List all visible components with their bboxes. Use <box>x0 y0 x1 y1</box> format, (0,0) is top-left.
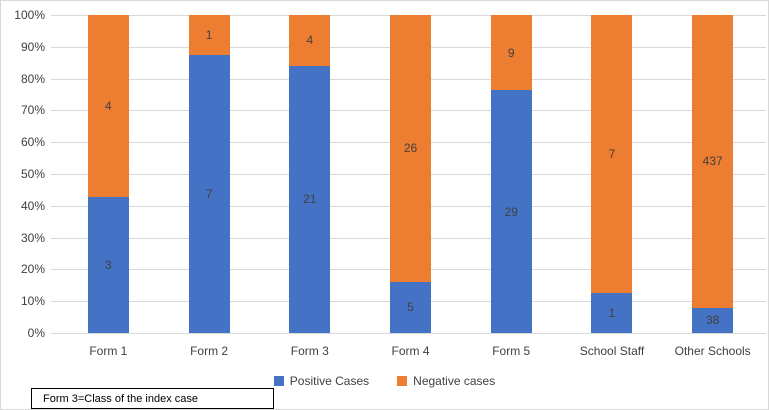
y-axis-tick-label: 50% <box>20 167 45 181</box>
x-axis-category-label: Form 1 <box>89 344 128 358</box>
gridline <box>51 333 766 334</box>
stacked-bar: 29 9 <box>490 15 532 333</box>
x-axis-category-label: Form 2 <box>190 344 229 358</box>
y-axis: 0% 10% 20% 30% 40% 50% 60% 70% 80% 90% 100% <box>1 1 45 351</box>
category-column: 29 9 <box>461 15 562 333</box>
data-label: 4 <box>306 33 314 48</box>
annotation-text: Form 3=Class of the index case <box>43 392 198 405</box>
data-label: 7 <box>608 147 616 162</box>
legend-item: Positive Cases <box>273 374 370 388</box>
y-axis-tick-label: 10% <box>20 294 45 309</box>
bar-segment: 437 <box>692 15 734 308</box>
bar-segment: 7 <box>188 54 230 333</box>
stacked-bar: 21 4 <box>289 15 331 333</box>
bar-segment: 1 <box>188 15 230 55</box>
legend-swatch-icon <box>397 376 408 386</box>
y-axis-tick-label: 90% <box>20 39 45 54</box>
data-label: 9 <box>507 45 515 60</box>
data-label: 3 <box>105 257 112 272</box>
y-axis-tick-label: 30% <box>20 230 45 245</box>
bar-segment: 38 <box>692 307 734 333</box>
plot-area: 3 4 7 1 21 4 5 26 29 9 1 7 38 437 <box>58 15 763 333</box>
x-axis-category-label: Form 3 <box>290 344 329 358</box>
bar-segment: 7 <box>591 15 633 294</box>
legend-swatch-icon <box>273 376 284 386</box>
data-label: 1 <box>205 27 213 42</box>
bar-segment: 26 <box>390 15 432 282</box>
x-axis-category-label: Other Schools <box>674 344 751 358</box>
category-column: 21 4 <box>259 15 360 333</box>
annotation-box: Form 3=Class of the index case <box>31 388 274 409</box>
stacked-bar: 5 26 <box>390 15 432 333</box>
data-label: 437 <box>702 154 723 169</box>
x-axis-category-label: Form 5 <box>492 344 531 358</box>
data-label: 4 <box>105 98 112 113</box>
y-axis-tick-label: 70% <box>20 103 45 118</box>
legend: Positive Cases Negative cases <box>1 374 768 388</box>
x-axis-category-label: School Staff <box>579 344 645 358</box>
y-axis-tick-label: 20% <box>20 262 45 277</box>
bar-segment: 3 <box>87 196 129 333</box>
bar-segment: 29 <box>490 90 532 333</box>
data-label: 7 <box>205 186 213 201</box>
data-label: 21 <box>303 192 317 207</box>
y-axis-tick-label: 60% <box>20 135 45 150</box>
data-label: 29 <box>504 204 518 219</box>
bar-segment: 9 <box>490 15 532 91</box>
bar-segment: 4 <box>87 15 129 197</box>
y-axis-tick-label: 40% <box>20 198 45 213</box>
bar-segment: 5 <box>390 281 432 333</box>
y-axis-tick-label: 80% <box>20 71 45 86</box>
legend-item: Negative cases <box>397 374 495 388</box>
x-axis: Form 1 Form 2 Form 3 Form 4 Form 5 School Sta… <box>58 344 763 358</box>
bar-segment: 1 <box>591 293 633 333</box>
data-label: 1 <box>608 306 616 321</box>
stacked-bar: 38 437 <box>692 15 734 333</box>
data-label: 26 <box>403 141 418 156</box>
bar-segment: 4 <box>289 15 331 66</box>
category-column: 5 26 <box>360 15 461 333</box>
y-axis-tick-label: 100% <box>14 8 45 22</box>
category-column: 38 437 <box>662 15 763 333</box>
bar-segment: 21 <box>289 65 331 333</box>
legend-label: Negative cases <box>413 374 496 388</box>
y-axis-tick-label: 0% <box>27 326 45 340</box>
x-axis-category-label: Form 4 <box>391 344 430 358</box>
data-label: 5 <box>407 300 414 315</box>
legend-label: Positive Cases <box>289 374 370 388</box>
data-label: 38 <box>705 313 720 328</box>
